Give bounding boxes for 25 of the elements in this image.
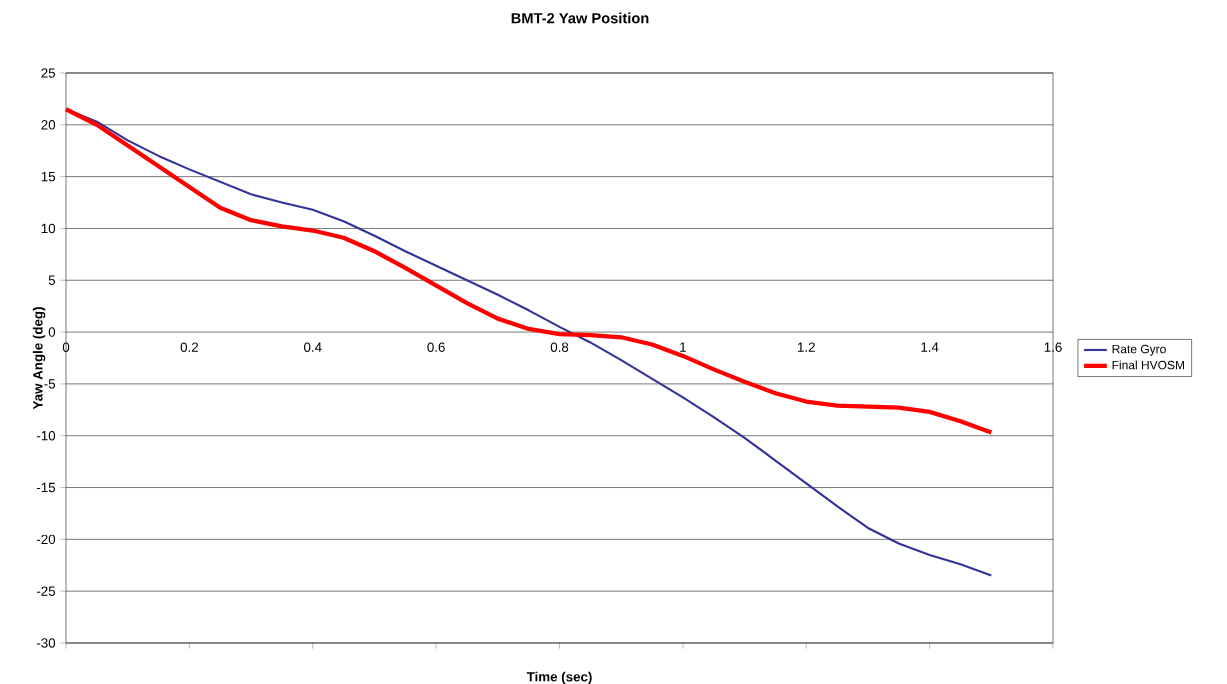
x-tick-label: 0	[62, 342, 70, 352]
y-tick-label: -20	[36, 534, 56, 545]
x-tick-label: 1	[680, 342, 686, 352]
x-tick-label: 1.2	[798, 342, 815, 352]
y-tick-label: 20	[41, 120, 56, 130]
legend-label: Final HVOSM	[1112, 360, 1184, 370]
y-tick-label: -10	[36, 431, 56, 441]
y-tick-label: 10	[41, 223, 56, 234]
y-tick-label: -15	[36, 482, 56, 493]
y-tick-label: -5	[44, 379, 56, 389]
legend-label: Rate Gyro	[1112, 344, 1166, 356]
y-tick-label: -25	[36, 586, 56, 596]
x-tick-label: 1.4	[921, 342, 939, 352]
y-tick-label: 0	[48, 327, 56, 337]
y-tick-label: 25	[41, 68, 56, 78]
x-tick-label: 0.8	[550, 342, 569, 352]
x-tick-label: 0.6	[427, 342, 445, 352]
x-tick-label: 0.2	[180, 342, 198, 352]
chart-title: BMT-2 Yaw Position	[511, 12, 649, 24]
x-tick-label: 0.4	[304, 342, 322, 352]
y-tick-label: 15	[41, 171, 56, 182]
y-tick-label: -30	[36, 638, 56, 648]
y-tick-label: 5	[48, 275, 56, 285]
x-tick-label: 1.6	[1044, 342, 1062, 352]
x-axis-title: Time (sec)	[526, 671, 592, 684]
